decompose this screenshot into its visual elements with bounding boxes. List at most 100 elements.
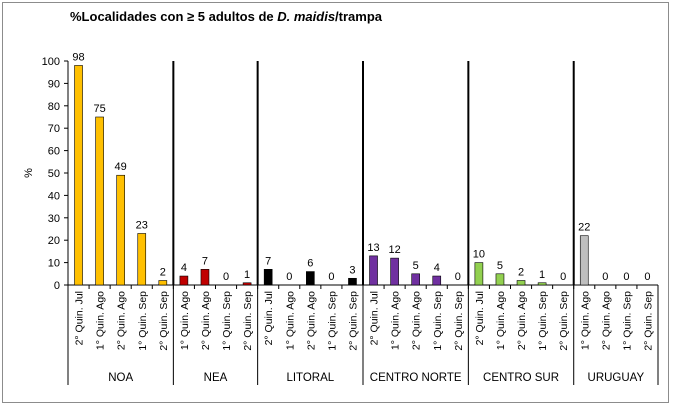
data-label: 22: [578, 222, 590, 234]
bar: [348, 277, 357, 286]
category-label: 1° Quin. Ago: [179, 291, 191, 350]
data-label: 0: [455, 271, 461, 283]
data-label: 0: [328, 271, 334, 283]
data-label: 4: [181, 262, 187, 274]
y-tick-label: 0: [54, 280, 60, 292]
bar: [95, 116, 104, 286]
category-label: 1° Quin. Sep: [537, 291, 549, 351]
category-label: 1° Quin. Ago: [95, 291, 107, 350]
y-tick-label: 40: [48, 190, 60, 202]
bar: [137, 233, 147, 286]
category-label: 1° Quin. Ago: [495, 291, 507, 350]
bar: [369, 255, 378, 286]
y-tick-label: 90: [48, 78, 60, 90]
bar: [411, 273, 420, 286]
bar: [242, 282, 252, 286]
category-label: 1° Quin. Sep: [621, 291, 633, 351]
category-label: 2° Quin. Sep: [642, 291, 654, 351]
data-label: 0: [602, 271, 608, 283]
category-label: 1° Quin. Sep: [326, 291, 338, 351]
group-label: CENTRO NORTE: [370, 372, 462, 384]
data-label: 2: [160, 267, 166, 279]
category-label: 2° Quin. Ago: [516, 291, 528, 350]
y-tick-label: 60: [48, 146, 60, 158]
category-label: 1° Quin. Sep: [221, 291, 233, 351]
category-label: 1° Quin. Ago: [284, 291, 296, 350]
bar: [579, 235, 589, 286]
data-label: 1: [539, 269, 545, 281]
category-label: 1° Quin. Sep: [137, 291, 149, 351]
bar: [74, 65, 83, 286]
data-label: 13: [367, 242, 379, 254]
bar: [516, 280, 526, 286]
data-label: 23: [136, 219, 148, 231]
group-label: LITORAL: [286, 372, 334, 384]
bar: [200, 269, 210, 286]
y-tick-label: 30: [48, 213, 60, 225]
data-label: 7: [265, 255, 271, 267]
category-label: 2° Quin. Jul: [263, 291, 275, 345]
bar: [390, 257, 399, 286]
data-label: 1: [244, 269, 250, 281]
data-label: 0: [560, 271, 566, 283]
bar: [158, 280, 168, 286]
y-tick-label: 50: [48, 168, 60, 180]
category-label: 2° Quin. Sep: [558, 291, 570, 351]
category-label: 2° Quin. Ago: [600, 291, 612, 350]
category-label: 2° Quin. Sep: [347, 291, 359, 351]
group-label: NOA: [108, 372, 133, 384]
y-tick-label: 100: [42, 56, 60, 68]
category-label: 2° Quin. Ago: [116, 291, 128, 350]
bar: [179, 275, 189, 286]
category-label: 2° Quin. Sep: [242, 291, 254, 351]
data-label: 98: [72, 51, 84, 63]
data-label: 12: [388, 244, 400, 256]
category-label: 2° Quin. Jul: [74, 291, 86, 345]
bar: [432, 275, 442, 286]
group-label: URUGUAY: [588, 372, 645, 384]
data-label: 5: [413, 260, 419, 272]
y-tick-label: 80: [48, 101, 60, 113]
data-label: 0: [644, 271, 650, 283]
data-label: 2: [518, 267, 524, 279]
data-label: 10: [473, 249, 485, 261]
data-label: 5: [497, 260, 503, 272]
bar: [495, 273, 505, 286]
data-label: 6: [307, 258, 313, 270]
bar: [263, 269, 273, 286]
data-label: 75: [93, 103, 105, 115]
category-label: 2° Quin. Sep: [158, 291, 170, 351]
group-label: CENTRO SUR: [483, 372, 559, 384]
group-label: NEA: [204, 372, 228, 384]
category-label: 2° Quin. Jul: [369, 291, 381, 345]
y-tick-label: 70: [48, 123, 60, 135]
bar: [537, 282, 547, 286]
chart-title: %Localidades con ≥ 5 adultos de D. maidi…: [70, 9, 382, 24]
data-label: 7: [202, 255, 208, 267]
category-label: 1° Quin. Sep: [432, 291, 444, 351]
title-part-1: %Localidades con ≥ 5 adultos de: [70, 9, 278, 24]
chart-frame: [2, 2, 669, 403]
category-label: 2° Quin. Sep: [453, 291, 465, 351]
y-tick-label: 20: [48, 235, 60, 247]
category-label: 2° Quin. Jul: [474, 291, 486, 345]
data-label: 0: [623, 271, 629, 283]
category-label: 2° Quin. Ago: [305, 291, 317, 350]
title-part-2: /trampa: [335, 9, 383, 24]
category-label: 2° Quin. Ago: [411, 291, 423, 350]
bar: [116, 174, 125, 286]
data-label: 0: [286, 271, 292, 283]
bar: [306, 271, 315, 286]
data-label: 4: [434, 262, 440, 274]
title-part-species: D. maidis: [277, 9, 336, 24]
category-label: 1° Quin. Ago: [579, 291, 591, 350]
data-label: 49: [115, 161, 127, 173]
bar: [474, 262, 484, 286]
y-tick-label: 10: [48, 258, 60, 270]
data-label: 0: [223, 271, 229, 283]
data-label: 3: [349, 264, 355, 276]
category-label: 2° Quin. Ago: [200, 291, 212, 350]
category-label: 1° Quin. Ago: [390, 291, 402, 350]
y-axis-label: %: [23, 168, 35, 178]
